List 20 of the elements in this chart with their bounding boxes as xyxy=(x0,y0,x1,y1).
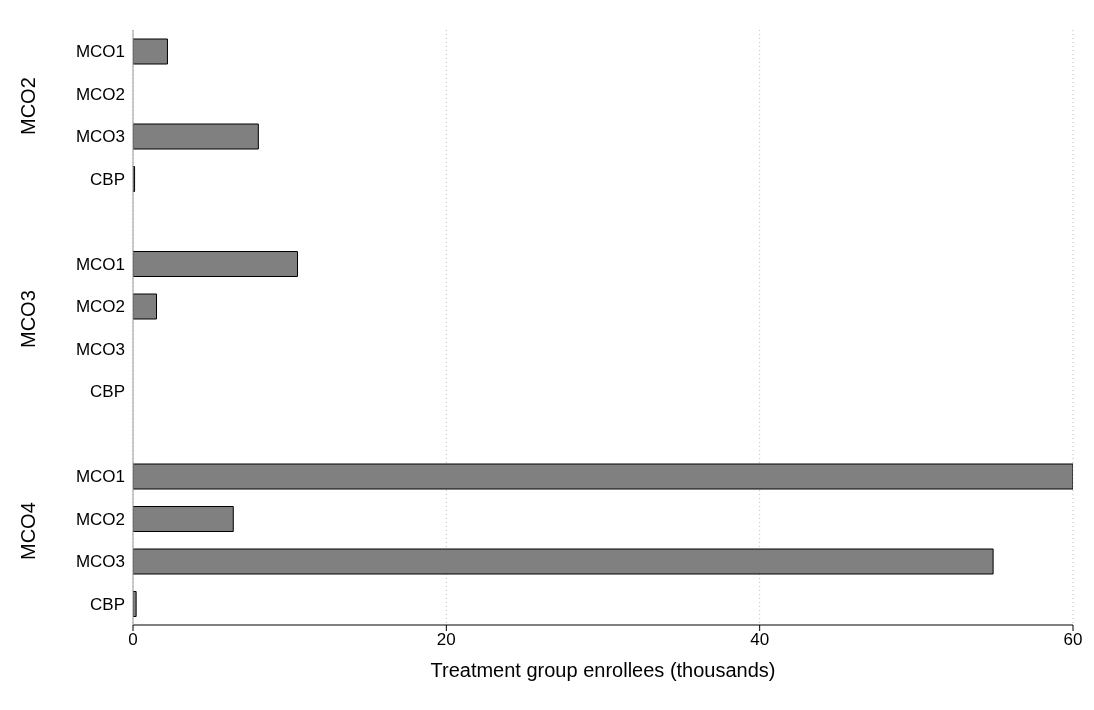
y-tick-label: CBP xyxy=(90,594,125,614)
text: MCO2 xyxy=(17,77,39,135)
y-tick-label: CBP xyxy=(90,169,125,189)
y-tick-label: MCO2 xyxy=(75,84,125,104)
x-tick-label: 40 xyxy=(750,630,770,650)
y-tick-label: MCO1 xyxy=(75,467,125,487)
text: MCO3 xyxy=(17,289,39,348)
x-tick-label: 20 xyxy=(436,630,456,650)
y-tick-label: MCO3 xyxy=(75,552,125,572)
y-tick-label: CBP xyxy=(90,382,125,402)
x-tick-label: 60 xyxy=(1063,630,1083,650)
y-tick-label: MCO3 xyxy=(75,127,125,147)
text: MCO4 xyxy=(17,502,39,560)
y-tick-label: MCO2 xyxy=(75,297,125,317)
x-tick-label: 0 xyxy=(128,630,138,650)
y-tick-label: MCO3 xyxy=(75,339,125,359)
y-tick-label: MCO1 xyxy=(75,254,125,274)
y-tick-label: MCO2 xyxy=(75,509,125,529)
x-axis-title: Treatment group enrollees (thousands) xyxy=(430,659,776,681)
y-tick-label: MCO1 xyxy=(75,42,125,62)
